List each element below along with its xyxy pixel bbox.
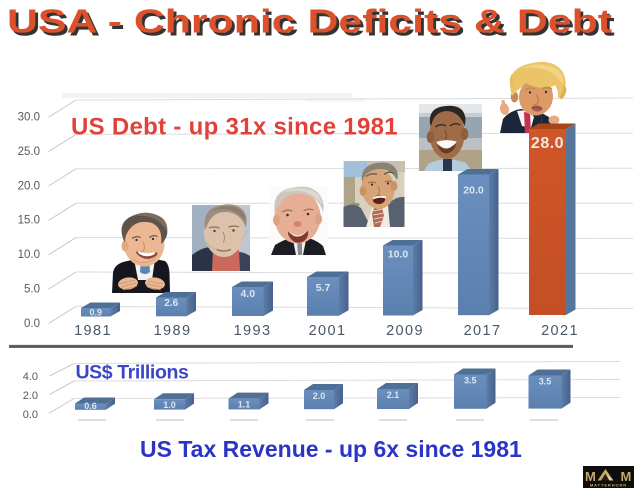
svg-text:0.6: 0.6 bbox=[84, 401, 97, 411]
svg-text:US Debt - up 31x since 1981: US Debt - up 31x since 1981 bbox=[71, 114, 398, 141]
svg-text:30.0: 30.0 bbox=[18, 112, 40, 124]
svg-text:2017: 2017 bbox=[464, 323, 502, 339]
svg-text:2.6: 2.6 bbox=[164, 298, 178, 309]
svg-text:2.0: 2.0 bbox=[313, 391, 326, 401]
svg-text:2001: 2001 bbox=[309, 323, 347, 339]
svg-text:US Tax Revenue - up 6x since: US Tax Revenue - up 6x since 1981 bbox=[140, 436, 522, 462]
svg-text:M: M bbox=[621, 469, 632, 484]
svg-text:0.0: 0.0 bbox=[23, 409, 38, 421]
svg-text:0.9: 0.9 bbox=[89, 308, 102, 318]
svg-text:1.1: 1.1 bbox=[238, 399, 251, 409]
svg-text:1989: 1989 bbox=[154, 323, 192, 339]
svg-text:10.0: 10.0 bbox=[388, 249, 409, 261]
svg-text:3.5: 3.5 bbox=[464, 376, 477, 386]
svg-text:28.0: 28.0 bbox=[531, 135, 564, 152]
svg-text:25.0: 25.0 bbox=[18, 146, 40, 158]
svg-text:1993: 1993 bbox=[234, 323, 272, 339]
svg-text:USA - Chronic Deficits & Debt: USA - Chronic Deficits & Debt bbox=[7, 3, 612, 40]
svg-text:2.1: 2.1 bbox=[387, 390, 400, 400]
svg-text:3.5: 3.5 bbox=[539, 377, 552, 387]
svg-text:4.0: 4.0 bbox=[240, 288, 255, 300]
svg-text:USA - Chronic Deficits & Debt: USA - Chronic Deficits & Debt bbox=[10, 5, 615, 42]
svg-text:2021: 2021 bbox=[541, 323, 579, 339]
svg-text:M: M bbox=[585, 469, 596, 484]
svg-text:20.0: 20.0 bbox=[18, 180, 40, 192]
svg-text:5.7: 5.7 bbox=[316, 282, 331, 294]
svg-text:1981: 1981 bbox=[74, 323, 112, 339]
svg-text:15.0: 15.0 bbox=[18, 215, 40, 227]
svg-text:2.0: 2.0 bbox=[23, 390, 38, 402]
svg-text:0.0: 0.0 bbox=[24, 318, 40, 330]
svg-text:US$ Trillions: US$ Trillions bbox=[76, 362, 189, 384]
svg-text:5.0: 5.0 bbox=[24, 284, 40, 296]
svg-text:20.0: 20.0 bbox=[463, 185, 484, 197]
svg-text:1.0: 1.0 bbox=[163, 400, 176, 410]
svg-text:2009: 2009 bbox=[386, 323, 424, 339]
svg-text:4.0: 4.0 bbox=[23, 371, 38, 383]
svg-text:10.0: 10.0 bbox=[18, 249, 40, 261]
svg-text:MATTERHORN: MATTERHORN bbox=[590, 483, 627, 488]
